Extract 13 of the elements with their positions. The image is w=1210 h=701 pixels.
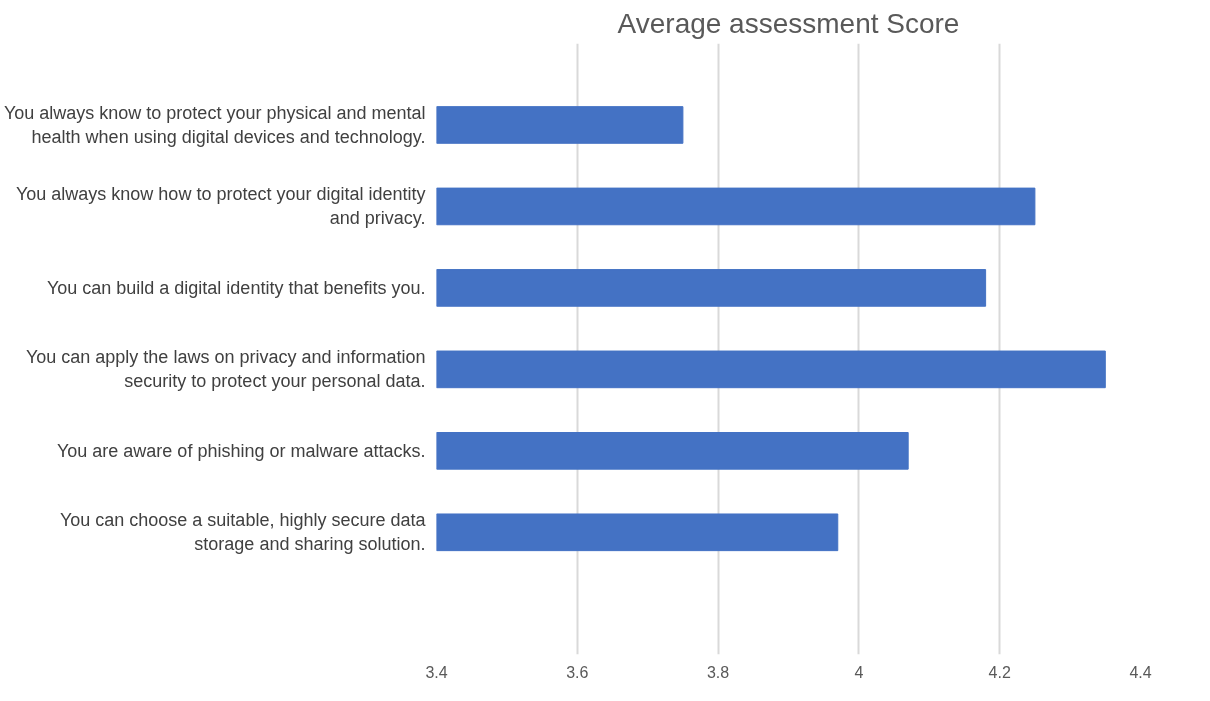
y-tick-label: You can apply the laws on privacy and information security to protect your personal data. (25, 347, 426, 392)
y-tick-label: You always know how to protect your digital identity and privacy. (15, 184, 426, 229)
x-tick-label: 3.8 (706, 663, 730, 681)
y-tick-label: You are aware of phishing or malware attacks. (56, 440, 426, 461)
y-tick-label: You can choose a suitable, highly secure data storage and sharing solution. (59, 510, 427, 555)
x-tick-label: 4.4 (1129, 663, 1152, 681)
x-tick-label: 4 (854, 663, 864, 681)
y-tick-label: You always know to protect your physical and mental health when using digital devices and technology. (3, 102, 426, 147)
chart-title: Average assessment Score (617, 7, 960, 39)
y-tick-label: You can build a digital identity that benefits you. (46, 277, 426, 298)
x-tick-label: 3.4 (425, 663, 448, 681)
x-tick-label: 3.6 (566, 663, 589, 681)
x-tick-label: 4.2 (988, 663, 1011, 681)
